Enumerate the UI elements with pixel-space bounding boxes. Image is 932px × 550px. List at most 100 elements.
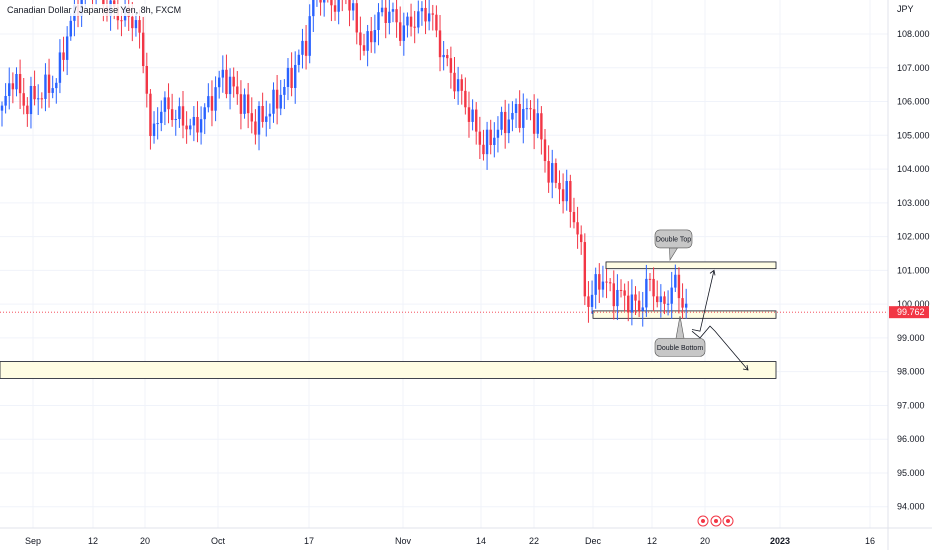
candle-body	[207, 96, 210, 108]
candle-body	[225, 69, 228, 95]
x-tick-label: 20	[700, 536, 710, 546]
candle-body	[380, 7, 384, 13]
candle-body	[580, 234, 583, 243]
candle-body	[561, 189, 565, 202]
candle-body	[283, 86, 286, 95]
candle-body	[243, 94, 246, 114]
candle-body	[522, 108, 525, 128]
candle-body	[29, 85, 33, 115]
candle-body	[279, 94, 282, 109]
candle-body	[493, 137, 496, 146]
candle-body	[373, 30, 377, 43]
candle-body	[185, 125, 188, 130]
candle-body	[514, 104, 518, 113]
candle-body	[246, 94, 250, 114]
projection-down-line	[691, 325, 749, 371]
candle-body	[160, 111, 163, 124]
candle-body	[261, 106, 264, 122]
candle-body	[348, 0, 351, 11]
candle-body	[616, 289, 619, 307]
candle-body	[446, 54, 449, 59]
candle-body	[290, 67, 293, 88]
candle-body	[471, 109, 474, 122]
candle-body	[489, 129, 492, 146]
candle-body	[482, 144, 485, 155]
candle-body	[565, 181, 568, 202]
candle-body	[532, 109, 536, 134]
x-tick-label: Dec	[585, 536, 602, 546]
candle-body	[250, 113, 253, 122]
candle-body	[145, 65, 148, 94]
candle-body	[40, 98, 44, 100]
last-price-badge	[889, 306, 929, 319]
candle-body	[138, 20, 141, 33]
candle-body	[569, 181, 572, 212]
candle-body	[637, 300, 641, 311]
candle-body	[554, 163, 558, 183]
candle-body	[308, 16, 311, 56]
candle-body	[189, 125, 192, 130]
callout-pointer	[675, 315, 685, 339]
y-tick-label: 97.000	[897, 400, 925, 410]
x-tick-label: 2023	[770, 536, 790, 546]
candle-body	[467, 107, 471, 122]
candle-body	[120, 20, 123, 22]
candle-body	[174, 119, 177, 121]
candle-body	[18, 73, 22, 94]
candle-body	[257, 106, 261, 135]
candle-body	[286, 67, 290, 87]
candle-body	[294, 64, 297, 88]
candle-body	[464, 90, 467, 108]
candle-body	[218, 77, 221, 88]
candle-body	[149, 93, 152, 137]
candle-body	[391, 9, 395, 12]
candle-body	[8, 83, 11, 96]
candle-body	[370, 31, 373, 43]
x-tick-label: 12	[647, 536, 657, 546]
candle-body	[192, 116, 196, 126]
candle-body	[304, 40, 308, 56]
y-tick-label: 107.000	[897, 63, 930, 73]
candle-body	[402, 25, 406, 41]
candle-body	[406, 16, 409, 26]
x-tick-label: Oct	[211, 536, 226, 546]
candle-body	[4, 95, 7, 106]
upper-range-box	[605, 261, 777, 270]
candle-body	[199, 119, 203, 133]
candle-body	[15, 73, 18, 90]
candle-body	[268, 113, 272, 117]
candle-layer	[0, 0, 688, 327]
callout-label: Double Bottom	[657, 345, 703, 352]
candle-body	[417, 11, 420, 28]
candle-body	[623, 290, 626, 296]
candle-body	[424, 7, 427, 22]
y-tick-label: 102.000	[897, 232, 930, 242]
projection-up-arrowhead	[709, 269, 716, 276]
candle-body	[598, 274, 601, 290]
candle-body	[576, 222, 579, 235]
candle-body	[210, 96, 214, 111]
candle-body	[659, 296, 663, 303]
candle-body	[351, 3, 355, 11]
candle-body	[674, 274, 677, 288]
candle-body	[590, 294, 594, 307]
candle-body	[601, 281, 605, 290]
candle-body	[37, 98, 40, 100]
y-tick-label: 105.000	[897, 130, 930, 140]
candle-body	[272, 89, 275, 114]
candle-body	[33, 85, 36, 100]
candle-body	[641, 307, 644, 311]
candle-body	[619, 289, 623, 291]
event-marker-dot	[714, 519, 718, 523]
x-tick-label: 12	[88, 536, 98, 546]
projection-up-line	[691, 270, 715, 332]
y-tick-label: 99.000	[897, 333, 925, 343]
candle-body	[435, 14, 438, 31]
x-tick-label: 14	[476, 536, 486, 546]
y-tick-label: 104.000	[897, 164, 930, 174]
event-marker-dot	[701, 519, 705, 523]
double-top-callout: Double Top	[654, 229, 693, 261]
candle-body	[677, 274, 681, 299]
